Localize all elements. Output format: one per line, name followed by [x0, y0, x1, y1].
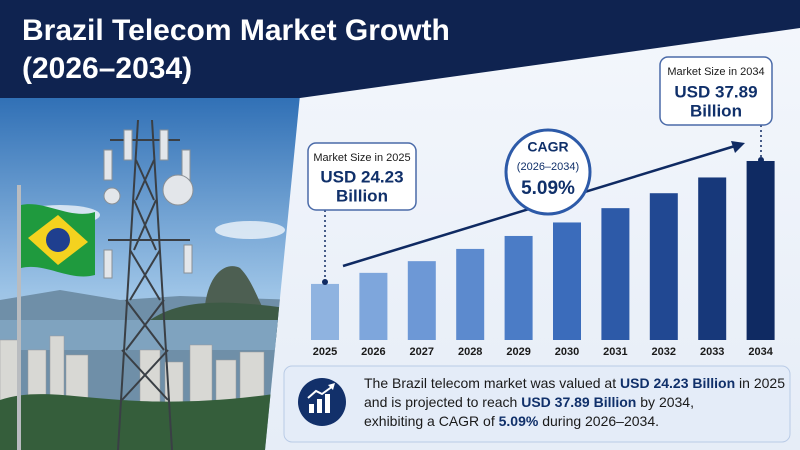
arrow-head [731, 141, 745, 153]
summary-segment: The Brazil telecom market was valued at [364, 375, 620, 391]
x-tick-label: 2028 [458, 346, 482, 358]
summary-segment: exhibiting a CAGR of [364, 413, 499, 429]
icon-glyph [307, 383, 335, 413]
header-banner [0, 0, 800, 98]
summary-line: The Brazil telecom market was valued at … [364, 375, 785, 391]
x-tick-label: 2025 [313, 346, 337, 358]
callout-dot [758, 157, 764, 163]
callout-label: Market Size in 2025 [313, 152, 410, 164]
x-tick-label: 2032 [652, 346, 676, 358]
subtitle: (2026–2034) [22, 52, 192, 85]
summary-box [283, 365, 791, 443]
summary-segment: by 2034, [636, 394, 694, 410]
callout-value: USD 37.89 [674, 82, 757, 101]
x-tick-label: 2026 [361, 346, 385, 358]
summary-text: The Brazil telecom market was valued at … [364, 375, 785, 429]
title: Brazil Telecom Market Growth [22, 14, 450, 47]
bar [553, 222, 581, 340]
callout-unit: Billion [336, 186, 388, 205]
summary-highlight: USD 24.23 Billion [620, 375, 735, 391]
x-tick-label: 2029 [506, 346, 530, 358]
cagr-badge [504, 128, 592, 216]
bar [311, 283, 339, 340]
cagr-value: 5.09% [521, 178, 575, 199]
x-tick-label: 2033 [700, 346, 724, 358]
bar [504, 235, 533, 340]
bar [649, 193, 678, 340]
callout-box [307, 142, 417, 211]
callout-label: Market Size in 2034 [667, 66, 764, 78]
cagr-label: CAGR [527, 139, 568, 155]
x-tick-label: 2027 [410, 346, 434, 358]
plot-area: 2025 2026 2027 2028 2029 2030 2031 2032 2033 2034 [311, 160, 775, 358]
bar [359, 272, 388, 340]
callout-box [659, 56, 773, 126]
bar [746, 160, 775, 340]
photo [0, 95, 300, 450]
summary-highlight: USD 37.89 Billion [521, 394, 636, 410]
x-tick-label: 2030 [555, 346, 579, 358]
bar [601, 208, 630, 340]
bar [407, 261, 436, 340]
x-tick-label: 2031 [603, 346, 627, 358]
x-tick-label: 2034 [748, 346, 773, 358]
bar [456, 248, 485, 340]
cagr-period: (2026–2034) [517, 161, 579, 173]
summary-segment: and is projected to reach [364, 394, 521, 410]
callout-unit: Billion [690, 101, 742, 120]
summary-segment: in 2025 [735, 375, 785, 391]
summary-line: exhibiting a CAGR of 5.09% during 2026–2… [364, 413, 659, 429]
bar [698, 177, 727, 340]
summary-segment: during 2026–2034. [538, 413, 659, 429]
summary-highlight: 5.09% [499, 413, 539, 429]
summary-line: and is projected to reach USD 37.89 Bill… [364, 394, 694, 410]
callout-dot [322, 279, 328, 285]
callout-value: USD 24.23 [320, 167, 403, 186]
